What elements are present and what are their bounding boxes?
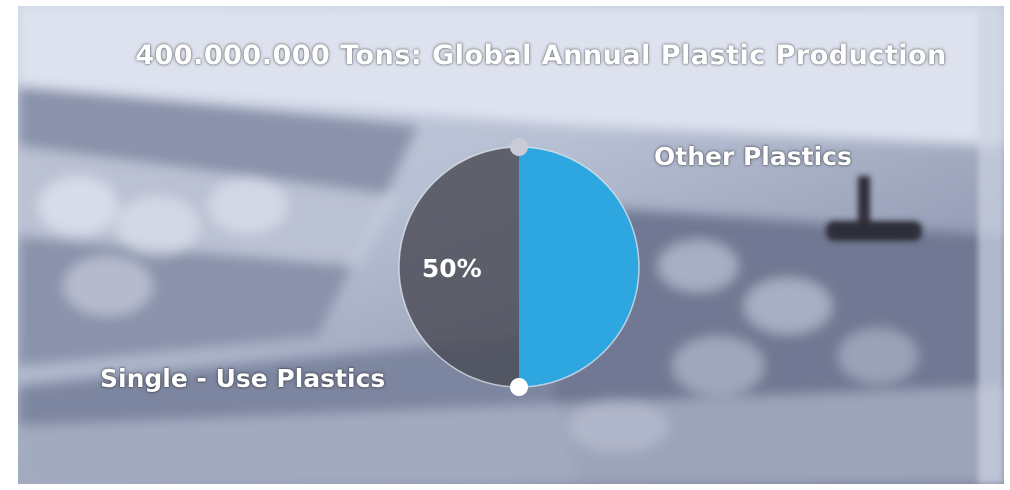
pie-slice-other-plastics [519, 147, 639, 387]
slice-label-other-plastics: Other Plastics [654, 142, 852, 171]
slice-label-single-use-plastics: Single - Use Plastics [100, 364, 386, 393]
pie-chart: 50% [398, 138, 640, 396]
slice-boundary-marker-top [510, 138, 528, 156]
background-photo: 400.000.000 Tons: Global Annual Plastic … [18, 6, 1004, 484]
pie-slice-single-use-plastics [399, 147, 519, 387]
pie-slice-value-label: 50% [422, 254, 482, 283]
factory-blister-tray-photo [18, 6, 1004, 484]
chart-title: 400.000.000 Tons: Global Annual Plastic … [135, 40, 947, 71]
slice-boundary-marker-bottom [510, 378, 528, 396]
